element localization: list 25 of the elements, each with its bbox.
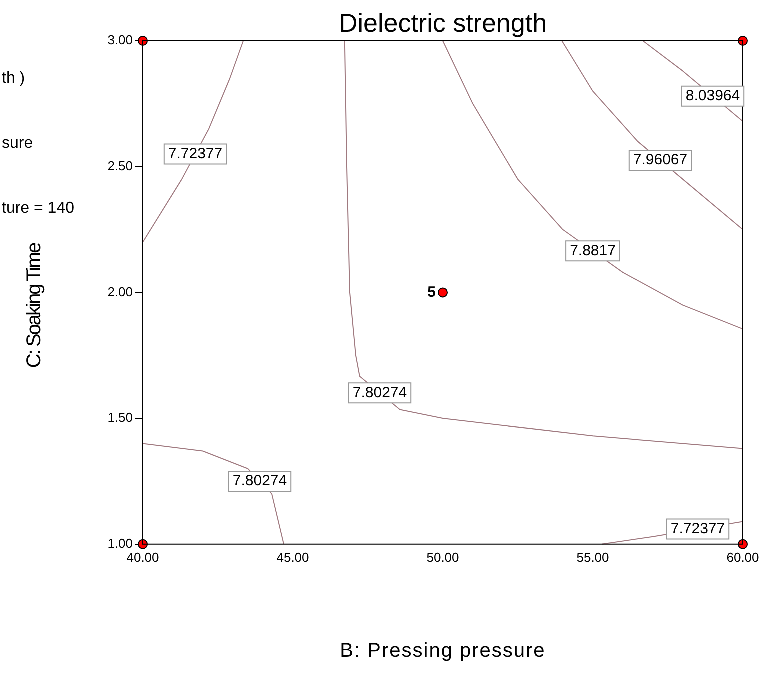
x-tick-label: 45.00 (276, 550, 310, 565)
series-label: 7.80274 (352, 384, 408, 402)
x-tick-label: 60.00 (726, 550, 760, 565)
text: th ) (2, 70, 26, 88)
y-tick-label: 1.50 (108, 410, 133, 426)
y-tick-label: 1.00 (108, 536, 133, 551)
chart-title: Dielectric strength (338, 8, 548, 39)
text: ture = 140 (2, 200, 74, 218)
y-tick-label: 3.00 (108, 32, 133, 48)
y-tick-label: 2.00 (108, 284, 133, 300)
series-label: 7.72377 (168, 145, 223, 162)
x-tick-label: 50.00 (426, 550, 460, 565)
series-label: 7.8817 (570, 242, 616, 260)
text: sure (2, 135, 34, 153)
series-label: 8.03964 (686, 88, 740, 105)
series-label: 7.72377 (670, 520, 726, 538)
point (438, 288, 448, 298)
y-axis-title: C: Soaking Time (24, 244, 46, 368)
x-tick-label: 40.00 (126, 550, 160, 565)
x-axis-title: B: Pressing pressure (339, 640, 547, 663)
y-tick-label: 2.50 (108, 158, 133, 174)
series-label: 7.80274 (232, 472, 288, 490)
x-tick-label: 55.00 (576, 550, 610, 565)
annotation: 5 (428, 284, 436, 301)
series-label: 7.96067 (633, 152, 688, 169)
